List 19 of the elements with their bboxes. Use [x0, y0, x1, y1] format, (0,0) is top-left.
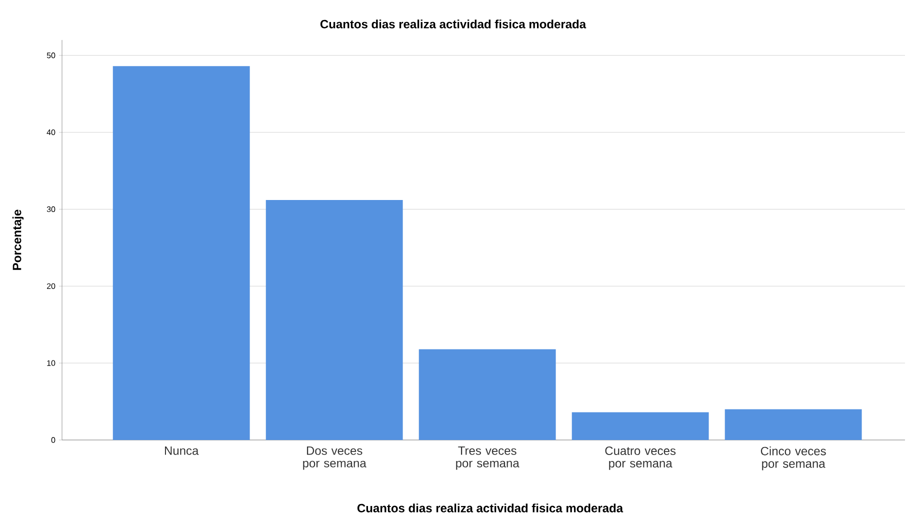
- bar: [112, 66, 250, 440]
- x-axis-title: Cuantos dias realiza actividad fisica moderada: [357, 504, 624, 512]
- x-tick-label: Dos veces por semana: [303, 446, 366, 470]
- y-axis-title: Porcentaje: [12, 210, 24, 270]
- chart-title: Cuantos dias realiza actividad fisica moderada: [320, 20, 586, 28]
- x-tick-label: Nunca: [164, 446, 199, 455]
- y-tick-label: 0: [51, 437, 56, 443]
- y-tick-label: 20: [46, 283, 56, 289]
- y-tick-label: 50: [46, 52, 56, 58]
- bar: [724, 409, 862, 440]
- bar: [572, 412, 709, 440]
- x-tick-label: Tres veces por semana: [456, 446, 520, 470]
- bar: [418, 349, 556, 440]
- x-tick-label: Cinco veces por semana: [760, 446, 826, 470]
- bar: [266, 200, 403, 440]
- y-tick-label: 40: [46, 129, 56, 136]
- y-tick-label: 30: [46, 206, 56, 212]
- y-tick-label: 10: [47, 360, 56, 366]
- x-tick-label: Cuatro veces por semana: [605, 446, 676, 470]
